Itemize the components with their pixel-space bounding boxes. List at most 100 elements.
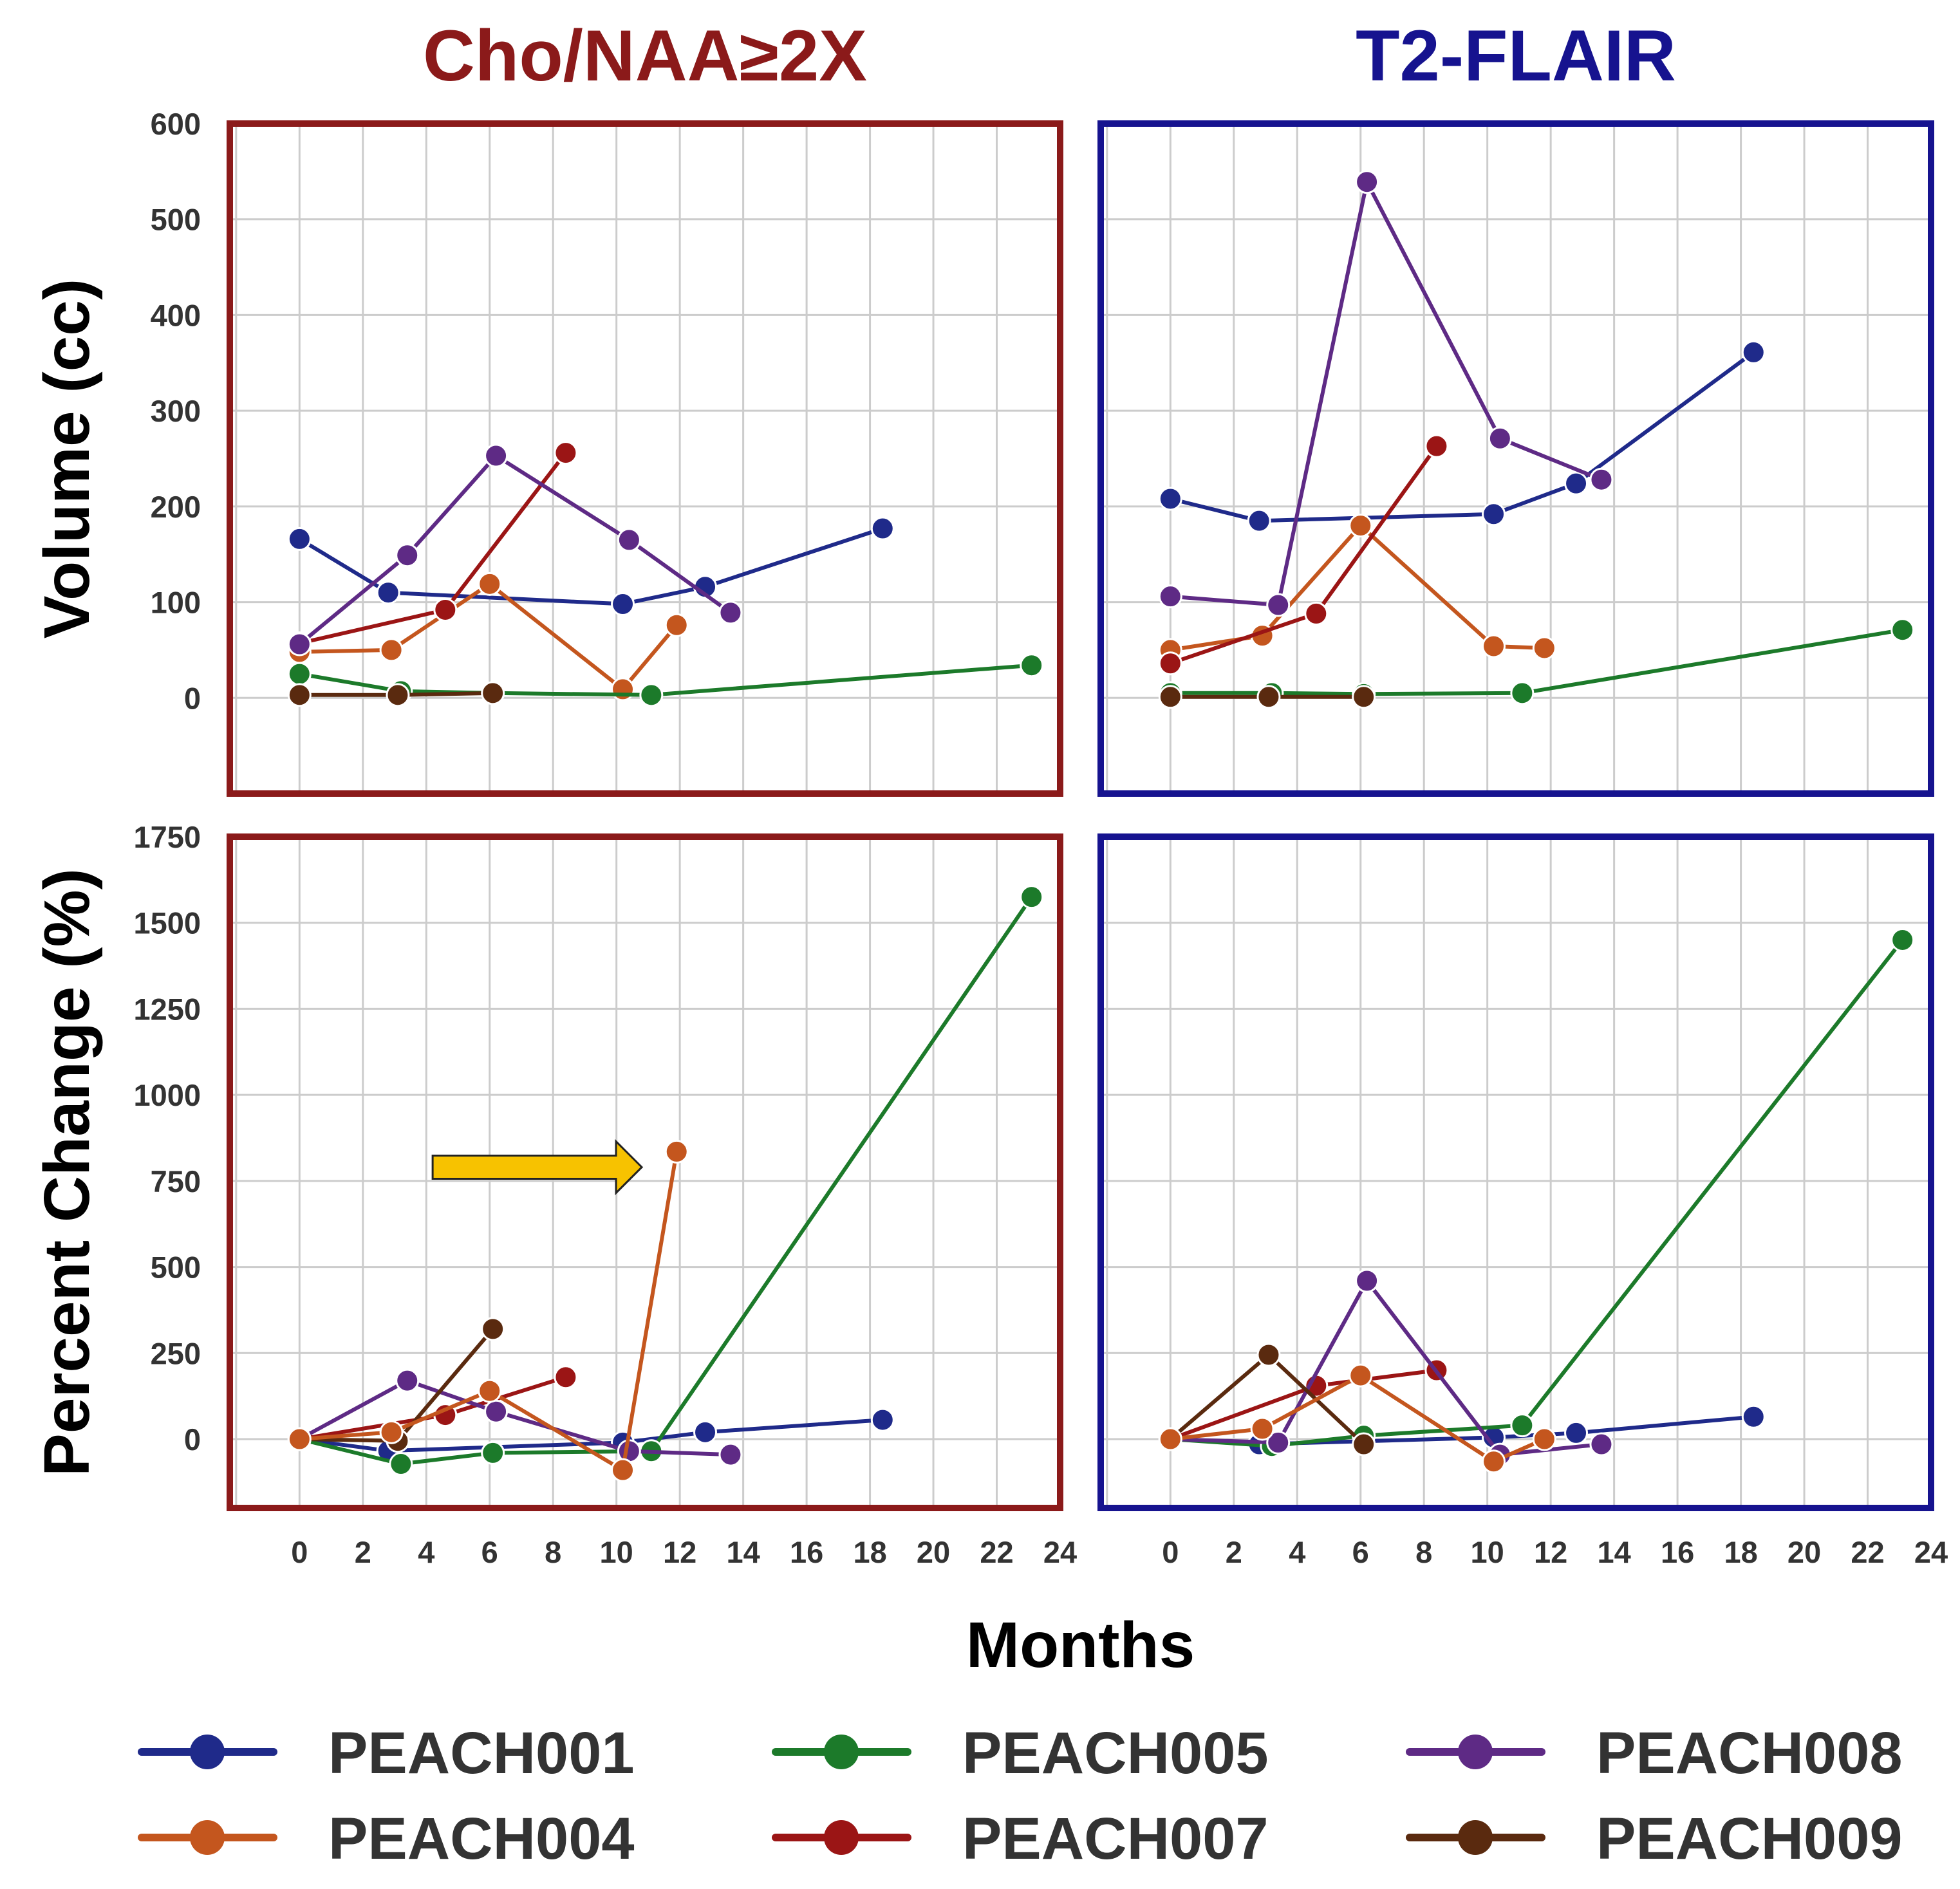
data-point — [484, 1399, 509, 1424]
x-tick-label: 18 — [853, 1535, 886, 1569]
data-point — [1158, 487, 1182, 511]
x-tick-label: 2 — [355, 1535, 371, 1569]
x-tick-label: 20 — [1787, 1535, 1821, 1569]
data-point — [1304, 601, 1329, 626]
x-tick-label: 2 — [1226, 1535, 1242, 1569]
data-point — [664, 613, 689, 637]
series-peach004 — [287, 1139, 689, 1482]
panel-volume-flair — [1097, 120, 1934, 797]
panel-background — [1101, 124, 1931, 794]
gridlines — [1101, 835, 1932, 1508]
y-tick-label: 250 — [151, 1336, 201, 1370]
data-point — [1589, 1432, 1614, 1456]
data-point — [395, 1368, 420, 1393]
y-axis-title: Volume (cc) — [31, 279, 103, 638]
data-point — [287, 683, 312, 707]
data-point — [1890, 927, 1915, 952]
x-tick-label: 16 — [790, 1535, 823, 1569]
data-point — [1352, 1432, 1376, 1456]
panel-background — [230, 837, 1060, 1508]
data-point — [287, 1427, 312, 1451]
annotation-arrow — [431, 1139, 644, 1196]
panel-percent-cho — [227, 833, 1063, 1511]
x-tick-label: 24 — [1914, 1535, 1948, 1569]
data-point — [664, 1139, 689, 1164]
data-point — [1532, 1427, 1556, 1451]
x-tick-label: 8 — [1415, 1535, 1432, 1569]
x-tick-label: 6 — [481, 1535, 498, 1569]
panel-percent-flair — [1097, 833, 1934, 1511]
data-point — [1510, 1413, 1535, 1438]
legend-marker — [824, 1735, 859, 1769]
x-tick-label: 10 — [1471, 1535, 1504, 1569]
legend-entry-peach004: PEACH004 — [138, 1806, 635, 1872]
data-point — [554, 1365, 578, 1390]
panel-border — [227, 833, 1063, 1511]
data-point — [1564, 471, 1589, 496]
legend-entry-peach001: PEACH001 — [138, 1720, 635, 1786]
legend-label: PEACH009 — [1596, 1806, 1903, 1872]
legend-marker — [824, 1820, 859, 1855]
y-tick-label: 500 — [151, 1251, 201, 1285]
x-tick-label: 8 — [545, 1535, 561, 1569]
x-axis-title: Months — [966, 1609, 1195, 1681]
data-point — [718, 600, 743, 625]
panel-background — [1101, 837, 1931, 1508]
data-point — [1247, 508, 1271, 533]
data-point — [1158, 1427, 1182, 1451]
x-tick-label: 14 — [1597, 1535, 1630, 1569]
y-tick-label: 750 — [151, 1164, 201, 1198]
data-point — [693, 1420, 718, 1444]
legend-label: PEACH001 — [328, 1720, 635, 1786]
data-point — [386, 683, 410, 707]
y-tick-label: 300 — [151, 394, 201, 428]
data-point — [1250, 1417, 1274, 1441]
x-tick-label: 22 — [980, 1535, 1013, 1569]
data-point — [395, 543, 420, 568]
y-tick-label: 0 — [184, 1422, 201, 1456]
x-tick-label: 4 — [1289, 1535, 1305, 1569]
data-point — [287, 662, 312, 686]
panel-volume-cho — [227, 120, 1063, 797]
legend-marker — [1458, 1735, 1493, 1769]
data-point — [1482, 1449, 1506, 1474]
data-point — [484, 443, 509, 468]
data-point — [1158, 651, 1182, 676]
data-point — [1890, 618, 1915, 642]
legend-label: PEACH004 — [328, 1806, 635, 1872]
legend-label: PEACH007 — [962, 1806, 1269, 1872]
data-point — [1349, 514, 1373, 538]
data-point — [1741, 340, 1766, 364]
data-point — [1482, 502, 1506, 526]
data-point — [611, 592, 635, 617]
series-peach001 — [1158, 340, 1766, 533]
x-tick-label: 10 — [600, 1535, 633, 1569]
x-tick-label: 20 — [917, 1535, 950, 1569]
data-point — [611, 1458, 635, 1482]
x-tick-label: 14 — [726, 1535, 760, 1569]
data-point — [481, 1317, 505, 1341]
series-peach009 — [1158, 685, 1376, 709]
x-tick-label: 12 — [663, 1535, 696, 1569]
series-peach009 — [287, 681, 505, 707]
data-point — [1355, 170, 1379, 194]
y-tick-label: 1250 — [133, 992, 201, 1026]
data-point — [1510, 681, 1535, 705]
panel-border — [227, 120, 1063, 797]
y-tick-label: 400 — [151, 298, 201, 332]
series-peach004 — [1158, 1363, 1556, 1474]
data-point — [1158, 685, 1182, 709]
data-point — [1266, 593, 1291, 617]
data-point — [1488, 426, 1512, 451]
data-point — [1564, 1420, 1589, 1445]
x-tick-label: 4 — [418, 1535, 434, 1569]
data-point — [287, 632, 312, 656]
series-peach008 — [1158, 170, 1614, 617]
x-tick-label: 22 — [1851, 1535, 1884, 1569]
data-point — [1532, 636, 1556, 660]
legend-label: PEACH008 — [1596, 1720, 1903, 1786]
data-point — [1020, 885, 1044, 909]
series-peach001 — [287, 516, 895, 617]
legend-marker — [190, 1735, 225, 1769]
y-tick-label: 600 — [151, 107, 201, 141]
